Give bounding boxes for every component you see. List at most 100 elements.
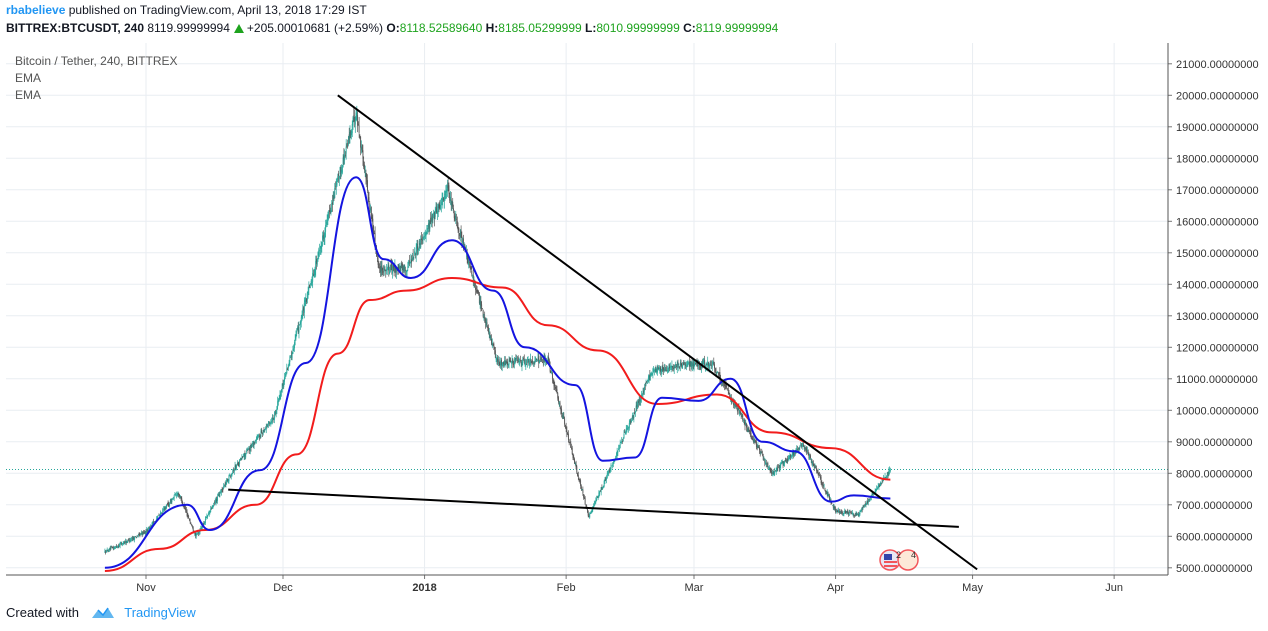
candle-body: [109, 548, 111, 551]
candle-body: [684, 363, 686, 366]
candle-body: [623, 434, 625, 439]
candle-body: [268, 422, 270, 423]
candle-body: [230, 475, 231, 477]
candle-body: [607, 472, 609, 474]
candle-body: [561, 414, 563, 417]
candle-body: [597, 495, 599, 499]
candle-body: [198, 530, 200, 534]
legend-ema-1[interactable]: EMA: [15, 71, 42, 85]
candle-body: [802, 444, 804, 446]
candle-body: [288, 362, 290, 365]
candle-body: [791, 454, 793, 457]
candle-body: [665, 370, 667, 372]
legend-ema-2[interactable]: EMA: [15, 88, 42, 102]
candle-body: [307, 291, 309, 294]
candle-body: [736, 407, 738, 412]
candle-body: [593, 506, 594, 508]
candle-body: [688, 361, 690, 367]
candle-body: [845, 510, 846, 513]
candle-body: [221, 489, 223, 490]
candle-body: [781, 462, 783, 463]
candle-body: [400, 264, 402, 271]
candle-body: [798, 447, 800, 450]
candle-body: [777, 467, 779, 469]
candle-body: [255, 440, 257, 442]
candle-body: [629, 421, 631, 423]
candle-body: [244, 452, 246, 457]
close-value: 8119.99999994: [695, 21, 779, 35]
candle-body: [864, 503, 866, 505]
candle-body: [714, 364, 715, 369]
author-link[interactable]: rbabelieve: [6, 3, 66, 17]
candle-body: [369, 203, 371, 209]
candle-body: [306, 298, 308, 302]
candle-body: [190, 522, 192, 524]
candle-body: [228, 475, 230, 482]
candle-body: [475, 287, 477, 290]
candle-body: [677, 361, 679, 365]
candle-body: [708, 362, 709, 366]
candle-body: [686, 364, 688, 366]
candle-body: [733, 403, 735, 405]
candle-body: [251, 444, 253, 447]
candle-body: [560, 408, 562, 411]
svg-text:2: 2: [896, 550, 901, 560]
candle-body: [510, 362, 512, 364]
candle-body: [504, 360, 505, 366]
candle-body: [208, 512, 210, 514]
candle-body: [344, 154, 346, 157]
candle-body: [129, 540, 131, 542]
candle-body: [185, 507, 187, 511]
candle-body: [610, 464, 612, 470]
candle-body: [556, 389, 558, 393]
candle-body: [430, 217, 432, 222]
candle-body: [317, 252, 319, 257]
candle-body: [293, 342, 295, 349]
candle-body: [245, 453, 247, 458]
candle-body: [787, 457, 789, 461]
candle-body: [529, 363, 531, 366]
candle-body: [651, 374, 653, 375]
candle-body: [118, 545, 120, 547]
candle-body: [679, 363, 681, 367]
candle-body: [685, 365, 687, 366]
event-flags-icon[interactable]: 2 4: [878, 548, 928, 572]
candle-body: [326, 220, 328, 222]
candle-body: [414, 253, 416, 255]
candle-body: [479, 300, 481, 306]
candle-body: [223, 484, 225, 487]
candle-body: [215, 499, 217, 503]
candle-body: [344, 154, 346, 161]
candle-body: [618, 448, 620, 450]
candle-body: [357, 115, 359, 126]
candle-body: [537, 357, 539, 360]
candle-body: [216, 498, 218, 501]
candle-body: [818, 473, 820, 475]
x-tick-label-mar: Mar: [685, 582, 704, 594]
candle-body: [747, 428, 749, 432]
candle-body: [723, 382, 725, 387]
trendlines[interactable]: [228, 94, 978, 571]
candle-body: [810, 458, 812, 460]
candle-body: [381, 265, 383, 271]
candle-body: [523, 358, 524, 360]
candle-body: [169, 499, 171, 504]
candle-body: [383, 271, 384, 273]
candle-body: [182, 501, 183, 506]
tradingview-brand-link[interactable]: TradingView: [124, 605, 196, 620]
candle-body: [810, 455, 811, 459]
candle-body: [767, 462, 769, 468]
candle-body: [382, 271, 384, 273]
candle-body: [888, 470, 890, 476]
candle-body: [831, 503, 833, 505]
candle-body: [285, 374, 287, 376]
candle-body: [242, 456, 244, 457]
candle-body: [841, 511, 843, 514]
candle-body: [314, 269, 316, 276]
candle-body: [843, 513, 845, 514]
candle-body: [584, 498, 586, 505]
candle-body: [264, 429, 266, 431]
candle-body: [682, 364, 684, 369]
candle-body: [518, 361, 520, 362]
